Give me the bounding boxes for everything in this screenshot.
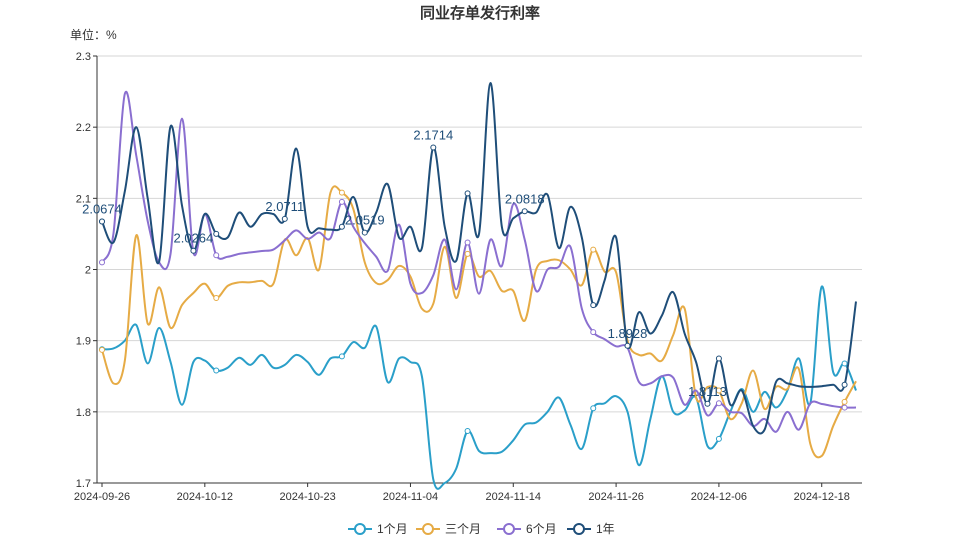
data-point[interactable] (704, 400, 711, 407)
data-labels: 2.0674 2.0264 2.0711 2.0519 2.1714 2.0818 1.89… (82, 128, 727, 399)
x-tick-label: 2024-11-14 (486, 491, 541, 503)
legend-item-0[interactable]: 1个月 (348, 522, 408, 536)
data-point[interactable] (841, 398, 848, 405)
y-tick-label: 2 (85, 265, 91, 277)
data-point[interactable] (213, 294, 220, 301)
data-point[interactable] (590, 302, 597, 309)
x-tick-label: 2024-12-18 (794, 491, 850, 503)
unit-label: 单位：% (70, 27, 117, 42)
legend-swatch-marker (422, 523, 434, 535)
y-tick-label: 2.3 (76, 51, 91, 63)
data-point[interactable] (841, 381, 848, 388)
data-point[interactable] (281, 215, 288, 222)
data-point[interactable] (464, 239, 471, 246)
data-point[interactable] (715, 355, 722, 362)
data-label: 1.8113 (688, 384, 727, 399)
data-label: 2.0264 (174, 231, 214, 246)
data-label: 1.8928 (608, 326, 648, 341)
data-label: 2.0519 (345, 213, 385, 228)
y-tick-label: 2.1 (76, 193, 91, 205)
series-line-0[interactable] (101, 285, 857, 490)
data-point[interactable] (715, 435, 722, 442)
data-label: 2.0711 (265, 199, 304, 214)
data-point[interactable] (338, 223, 345, 230)
data-point[interactable] (338, 189, 345, 196)
data-points (99, 144, 848, 442)
data-label: 2.0818 (505, 191, 545, 206)
data-point[interactable] (99, 218, 105, 225)
series-line-2[interactable] (101, 90, 857, 433)
legend-label: 三个月 (445, 522, 481, 536)
y-tick-label: 1.7 (76, 478, 91, 490)
legend-item-3[interactable]: 1年 (567, 522, 615, 536)
x-tick-label: 2024-11-26 (588, 491, 643, 503)
data-point[interactable] (338, 198, 345, 205)
data-point[interactable] (99, 346, 105, 353)
legend-swatch-marker (503, 523, 515, 535)
axes: 1.7 1.8 1.9 2 2.1 2.2 2.3 2024-09-26 2024-10-12 2… (74, 51, 862, 503)
x-tick-label: 2024-12-06 (691, 491, 747, 503)
data-point[interactable] (715, 400, 722, 407)
x-tick-label: 2024-09-26 (74, 491, 130, 503)
y-tick-label: 2.2 (76, 122, 91, 134)
data-point[interactable] (590, 329, 597, 336)
legend-swatch-marker (573, 523, 585, 535)
data-point[interactable] (464, 190, 471, 197)
series-line-1[interactable] (101, 185, 857, 459)
y-tick-label: 1.8 (76, 407, 91, 419)
legend[interactable]: 1个月 三个月 6个月 1年 (348, 522, 615, 536)
data-point[interactable] (841, 360, 848, 367)
x-tick-label: 2024-10-23 (279, 491, 335, 503)
data-point[interactable] (715, 387, 722, 394)
data-point[interactable] (190, 247, 197, 254)
legend-item-1[interactable]: 三个月 (416, 522, 481, 536)
x-tick-label: 2024-10-12 (177, 491, 233, 503)
y-tick-label: 1.9 (76, 336, 91, 348)
data-point[interactable] (521, 208, 528, 215)
data-point[interactable] (430, 144, 437, 151)
data-point[interactable] (464, 428, 471, 435)
legend-label: 1个月 (377, 522, 408, 536)
data-point[interactable] (624, 342, 631, 349)
data-point[interactable] (99, 259, 105, 266)
data-point[interactable] (464, 250, 471, 257)
data-label: 2.1714 (413, 128, 453, 143)
x-tick-label: 2024-11-04 (383, 491, 438, 503)
legend-label: 1年 (596, 522, 615, 536)
data-point[interactable] (338, 353, 345, 360)
data-point[interactable] (213, 252, 220, 259)
data-point[interactable] (841, 404, 848, 411)
data-point[interactable] (213, 230, 220, 237)
data-point[interactable] (213, 367, 220, 374)
data-point[interactable] (590, 405, 597, 412)
legend-item-2[interactable]: 6个月 (497, 522, 557, 536)
legend-swatch-marker (354, 523, 366, 535)
legend-label: 6个月 (526, 522, 557, 536)
data-point[interactable] (361, 229, 368, 236)
series-line-3[interactable] (101, 82, 857, 435)
chart-title: 同业存单发行利率 (420, 4, 540, 22)
data-point[interactable] (590, 246, 597, 253)
data-label: 2.0674 (82, 202, 122, 217)
series-lines (101, 82, 857, 490)
